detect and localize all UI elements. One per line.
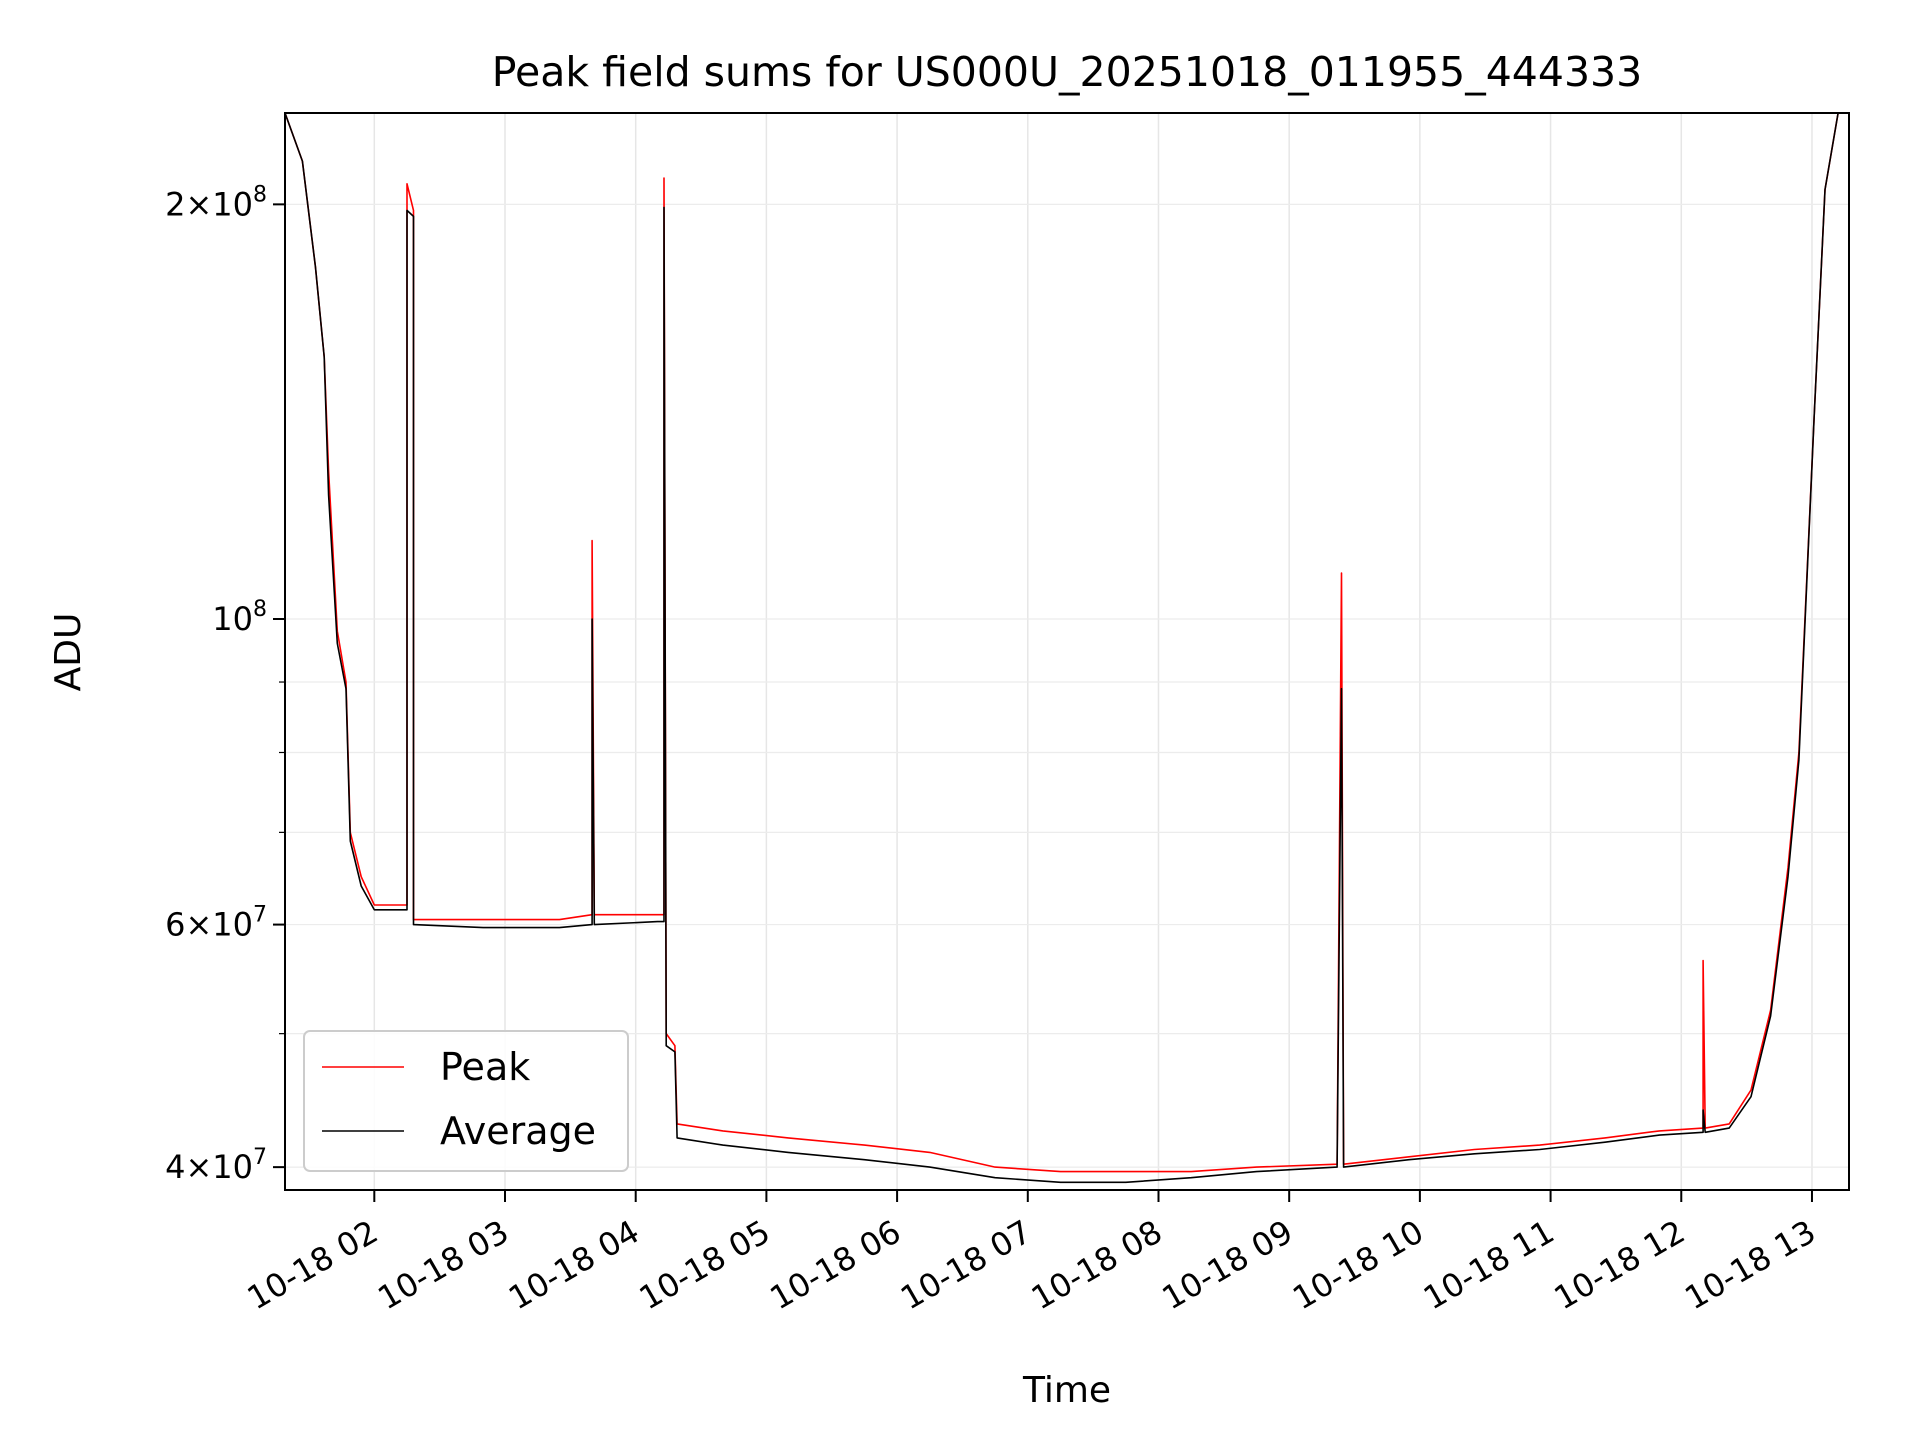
series-layer: [284, 112, 1849, 1184]
y-tick-label: 2×108: [165, 182, 267, 223]
series-line-average: [284, 112, 1849, 1184]
chart-title: Peak field sums for US000U_20251018_0119…: [492, 48, 1642, 96]
y-tick-label: 108: [212, 597, 267, 638]
legend-label-average: Average: [440, 1109, 596, 1153]
y-axis-label: ADU: [48, 613, 89, 692]
y-tick-label: 4×107: [165, 1145, 267, 1186]
grid: [285, 113, 1849, 1190]
legend-label-peak: Peak: [440, 1045, 530, 1089]
x-axis-label: Time: [1022, 1370, 1111, 1411]
legend: Peak Average: [303, 1030, 629, 1172]
legend-box: [303, 1030, 629, 1172]
y-axis: 4×107 6×107 108 2×108: [165, 182, 285, 1186]
y-tick-label: 6×107: [165, 903, 267, 944]
plot-frame: [284, 112, 1850, 1191]
